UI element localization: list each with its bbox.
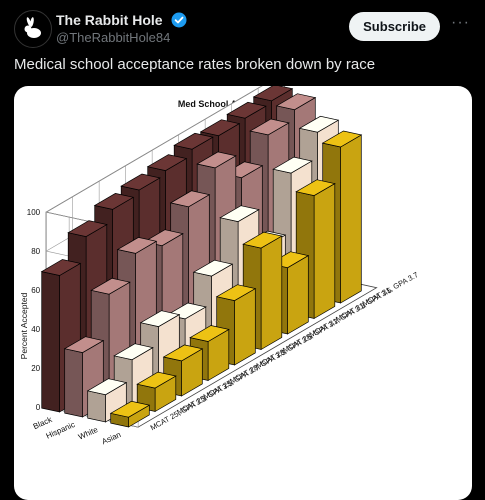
rabbit-icon [24,17,41,38]
y-tick-label: 100 [27,208,41,217]
bar [109,400,151,428]
display-name[interactable]: The Rabbit Hole [56,11,163,28]
verified-badge-icon [171,12,187,28]
y-tick-label: 0 [36,403,41,412]
handle[interactable]: @TheRabbitHole84 [56,30,171,45]
category-label: White [77,425,100,442]
y-tick-label: 40 [31,325,40,334]
y-tick-label: 20 [31,364,40,373]
tweet-text: Medical school acceptance rates broken d… [14,56,376,73]
avatar[interactable] [14,10,52,48]
bar [86,378,128,423]
bar [242,231,283,351]
acceptance-chart: Med School Acceptance Rates Percent Acce… [19,86,420,446]
tweet-image[interactable]: Med School Acceptance Rates Percent Acce… [14,86,472,500]
category-label: Asian [100,430,122,446]
more-options-icon[interactable]: ··· [451,14,470,31]
subscribe-button[interactable]: Subscribe [349,12,440,41]
y-tick-label: 80 [31,247,40,256]
y-tick-label: 60 [31,286,40,295]
bar [113,343,154,408]
y-axis-label: Percent Accepted [19,292,29,359]
tweet-header: The Rabbit Hole @TheRabbitHole84 Subscri… [14,8,474,50]
